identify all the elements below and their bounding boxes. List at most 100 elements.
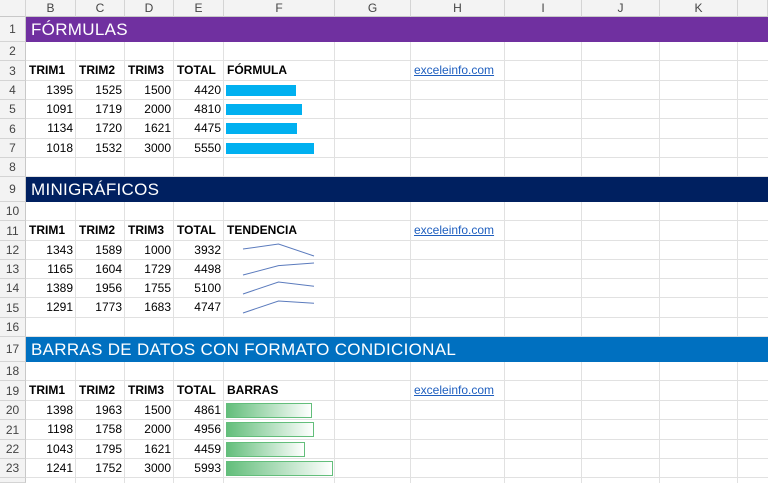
- data-cell[interactable]: 5100: [194, 281, 221, 295]
- gridline: [173, 17, 174, 483]
- gridline: [26, 458, 768, 459]
- gridline: [124, 17, 125, 483]
- row-header-21[interactable]: 21: [0, 420, 26, 440]
- row-header-8[interactable]: 8: [0, 158, 26, 177]
- data-cell[interactable]: 1729: [144, 262, 171, 276]
- data-cell[interactable]: 4475: [194, 121, 221, 135]
- data-cell[interactable]: 1241: [46, 461, 73, 475]
- row-header-14[interactable]: 14: [0, 279, 26, 298]
- data-cell[interactable]: 1719: [95, 102, 122, 116]
- column-header-F[interactable]: F: [224, 0, 335, 17]
- data-cell[interactable]: 1165: [47, 262, 73, 276]
- row-header-19[interactable]: 19: [0, 381, 26, 401]
- formula-bar: [226, 104, 303, 115]
- row-header-20[interactable]: 20: [0, 401, 26, 420]
- data-cell[interactable]: 1755: [144, 281, 171, 295]
- data-cell[interactable]: 3000: [144, 461, 171, 475]
- row-header-1[interactable]: 1: [0, 17, 26, 42]
- column-header-D[interactable]: D: [125, 0, 174, 17]
- data-cell[interactable]: 1500: [144, 403, 171, 417]
- data-cell[interactable]: 1589: [95, 243, 122, 257]
- row-header-12[interactable]: 12: [0, 241, 26, 260]
- data-cell[interactable]: 1956: [95, 281, 122, 295]
- data-cell[interactable]: 1343: [46, 243, 73, 257]
- data-cell[interactable]: 1963: [95, 403, 122, 417]
- data-cell[interactable]: 4747: [194, 300, 221, 314]
- gridline: [504, 17, 505, 483]
- row-header-4[interactable]: 4: [0, 81, 26, 100]
- column-header-G[interactable]: G: [335, 0, 411, 17]
- column-header-I[interactable]: I: [505, 0, 582, 17]
- gridline: [26, 439, 768, 440]
- row-header-13[interactable]: 13: [0, 260, 26, 279]
- data-cell[interactable]: 1018: [46, 141, 73, 155]
- row-header-15[interactable]: 15: [0, 298, 26, 318]
- sparkline: [242, 281, 315, 295]
- row-header-22[interactable]: 22: [0, 440, 26, 459]
- data-cell[interactable]: 1773: [95, 300, 122, 314]
- data-cell[interactable]: 1683: [144, 300, 171, 314]
- data-cell[interactable]: 1604: [95, 262, 122, 276]
- website-link[interactable]: exceleinfo.com: [414, 223, 495, 237]
- formula-bar: [226, 123, 298, 134]
- data-cell[interactable]: 1043: [46, 442, 73, 456]
- data-cell[interactable]: 1758: [95, 422, 122, 436]
- data-cell[interactable]: 1091: [46, 102, 73, 116]
- data-cell[interactable]: 1395: [46, 83, 73, 97]
- website-link[interactable]: exceleinfo.com: [414, 383, 495, 397]
- column-header-K[interactable]: K: [660, 0, 738, 17]
- column-header-E[interactable]: E: [174, 0, 224, 17]
- data-cell[interactable]: 1389: [46, 281, 73, 295]
- row-header-5[interactable]: 5: [0, 100, 26, 119]
- data-cell[interactable]: 1621: [144, 442, 171, 456]
- row-header-24[interactable]: [0, 478, 26, 483]
- column-header-H[interactable]: H: [411, 0, 505, 17]
- data-cell[interactable]: 4498: [194, 262, 221, 276]
- row-header-3[interactable]: 3: [0, 61, 26, 81]
- data-cell[interactable]: 1198: [47, 422, 73, 436]
- row-header-11[interactable]: 11: [0, 221, 26, 241]
- data-cell[interactable]: 4420: [194, 83, 221, 97]
- row-header-10[interactable]: 10: [0, 202, 26, 221]
- data-cell[interactable]: 1525: [95, 83, 122, 97]
- data-cell[interactable]: 5550: [194, 141, 221, 155]
- column-label: TRIM1: [29, 383, 65, 397]
- column-header-B[interactable]: B: [26, 0, 76, 17]
- row-header-18[interactable]: 18: [0, 362, 26, 381]
- data-cell[interactable]: 4810: [194, 102, 221, 116]
- data-cell[interactable]: 1532: [95, 141, 122, 155]
- data-cell[interactable]: 4956: [194, 422, 221, 436]
- data-cell[interactable]: 1134: [47, 121, 73, 135]
- data-cell[interactable]: 1795: [95, 442, 122, 456]
- data-cell[interactable]: 1500: [144, 83, 171, 97]
- data-cell[interactable]: 4459: [194, 442, 221, 456]
- data-cell[interactable]: 1752: [95, 461, 122, 475]
- data-cell[interactable]: 1621: [144, 121, 171, 135]
- column-header-C[interactable]: C: [76, 0, 125, 17]
- data-cell[interactable]: 1720: [95, 121, 122, 135]
- data-cell[interactable]: 5993: [194, 461, 221, 475]
- row-header-7[interactable]: 7: [0, 139, 26, 158]
- data-cell[interactable]: 2000: [144, 102, 171, 116]
- data-cell[interactable]: 1291: [46, 300, 73, 314]
- row-header-23[interactable]: 23: [0, 459, 26, 478]
- data-cell[interactable]: 1000: [144, 243, 171, 257]
- data-cell[interactable]: 2000: [144, 422, 171, 436]
- row-header-9[interactable]: 9: [0, 177, 26, 202]
- select-all-corner[interactable]: [0, 0, 26, 17]
- data-bar: [226, 422, 315, 437]
- data-cell[interactable]: 3000: [144, 141, 171, 155]
- column-header-J[interactable]: J: [582, 0, 660, 17]
- gridline: [334, 17, 335, 483]
- data-cell[interactable]: 1398: [46, 403, 73, 417]
- column-label: TRIM1: [29, 63, 65, 77]
- row-header-6[interactable]: 6: [0, 119, 26, 139]
- row-header-16[interactable]: 16: [0, 318, 26, 337]
- row-header-17[interactable]: 17: [0, 337, 26, 362]
- data-cell[interactable]: 3932: [194, 243, 221, 257]
- column-header-L[interactable]: [738, 0, 768, 17]
- data-cell[interactable]: 4861: [194, 403, 221, 417]
- sparkline: [242, 262, 315, 276]
- row-header-2[interactable]: 2: [0, 42, 26, 61]
- website-link[interactable]: exceleinfo.com: [414, 63, 495, 77]
